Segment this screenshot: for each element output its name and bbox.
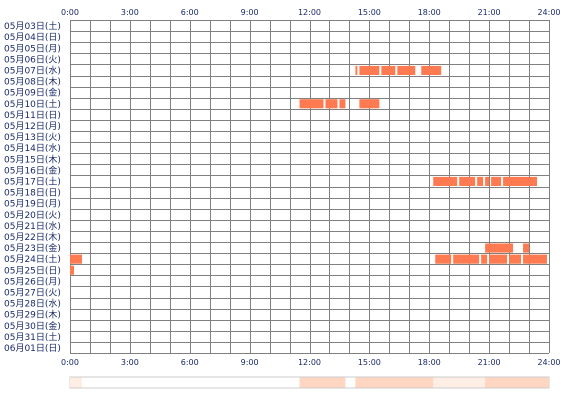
- activity-bar: [485, 176, 490, 186]
- date-row-label: 05月22日(木): [4, 231, 61, 243]
- activity-bar: [509, 254, 522, 264]
- date-row-label: 05月17日(土): [4, 176, 61, 188]
- date-row-label: 05月30日(金): [4, 320, 61, 332]
- activity-bar: [70, 254, 82, 264]
- summary-band: [355, 377, 442, 388]
- bottom-tick-label: 0:00: [61, 358, 79, 367]
- summary-band: [70, 377, 82, 388]
- date-row-label: 05月31日(土): [4, 331, 61, 343]
- bottom-tick-label: 24:00: [537, 358, 560, 367]
- summary-strip: [69, 376, 550, 389]
- activity-bar: [485, 243, 514, 253]
- activity-bar: [381, 65, 396, 75]
- date-row-label: 05月14日(水): [4, 142, 61, 154]
- grid-background: [70, 20, 549, 353]
- top-tick-label: 9:00: [241, 8, 259, 17]
- bottom-tick-label: 15:00: [358, 358, 381, 367]
- bottom-tick-label: 3:00: [121, 358, 139, 367]
- date-row-label: 05月13日(火): [4, 132, 61, 143]
- top-tick-label: 6:00: [181, 8, 199, 17]
- bottom-time-axis: 0:00 3:00 6:00 9:00 12:00 15:00 18:00 21:00 24:0…: [61, 358, 561, 367]
- top-tick-label: 24:00: [537, 8, 560, 17]
- top-tick-label: 3:00: [121, 8, 139, 17]
- date-row-label: 05月27日(火): [4, 288, 61, 299]
- activity-bar: [397, 65, 416, 75]
- activity-bar: [523, 254, 548, 264]
- activity-bar: [481, 254, 488, 264]
- activity-bar: [523, 243, 530, 253]
- date-row-label: 05月06日(火): [4, 54, 61, 65]
- activity-bar: [491, 176, 502, 186]
- date-row-label: 05月16日(金): [4, 164, 61, 176]
- date-labels: 05月03日(土)05月04日(日)05月05日(月)05月06日(火)05月0…: [4, 20, 61, 354]
- date-row-label: 05月07日(水): [4, 65, 61, 77]
- date-row-label: 05月11日(日): [4, 110, 61, 121]
- top-tick-label: 12:00: [298, 8, 321, 17]
- top-tick-label: 21:00: [478, 8, 501, 17]
- activity-bar: [359, 65, 380, 75]
- top-tick-label: 18:00: [418, 8, 441, 17]
- activity-bar: [459, 176, 476, 186]
- date-row-label: 05月29日(木): [4, 309, 61, 321]
- date-row-label: 05月10日(土): [4, 98, 61, 110]
- activity-bar: [421, 65, 442, 75]
- date-row-label: 05月15日(木): [4, 153, 61, 165]
- activity-bar: [339, 99, 346, 109]
- activity-bar: [477, 176, 484, 186]
- activity-bar: [489, 254, 508, 264]
- activity-bar: [503, 176, 538, 186]
- activity-bar: [325, 99, 338, 109]
- bottom-tick-label: 21:00: [478, 358, 501, 367]
- date-row-label: 05月24日(土): [4, 253, 61, 265]
- activity-bar: [355, 65, 358, 75]
- top-time-axis: 0:00 3:00 6:00 9:00 12:00 15:00 18:00 21:00 24:0…: [61, 8, 561, 17]
- activity-bar: [299, 99, 324, 109]
- activity-bars: [70, 65, 548, 275]
- summary-band: [485, 377, 549, 388]
- date-row-label: 05月12日(月): [4, 121, 61, 132]
- bottom-tick-label: 9:00: [241, 358, 259, 367]
- date-row-label: 05月26日(月): [4, 276, 61, 287]
- date-row-label: 05月03日(土): [4, 20, 61, 32]
- date-row-label: 05月20日(火): [4, 210, 61, 221]
- date-row-label: 05月21日(水): [4, 220, 61, 232]
- date-row-label: 06月01日(日): [4, 343, 61, 354]
- bottom-tick-label: 12:00: [298, 358, 321, 367]
- top-tick-label: 15:00: [358, 8, 381, 17]
- grid-lines: [70, 20, 550, 354]
- bottom-tick-label: 18:00: [418, 358, 441, 367]
- date-row-label: 05月28日(水): [4, 298, 61, 310]
- activity-bar: [359, 99, 380, 109]
- activity-bar: [70, 265, 74, 275]
- date-row-label: 05月09日(金): [4, 87, 61, 99]
- bottom-tick-label: 6:00: [181, 358, 199, 367]
- date-row-label: 05月18日(日): [4, 188, 61, 199]
- activity-bar: [435, 254, 452, 264]
- date-row-label: 05月23日(金): [4, 242, 61, 254]
- activity-bar: [433, 176, 458, 186]
- top-tick-label: 0:00: [61, 8, 79, 17]
- date-row-label: 05月05日(月): [4, 43, 61, 54]
- summary-band: [299, 377, 346, 388]
- date-row-label: 05月19日(月): [4, 199, 61, 210]
- date-row-label: 05月04日(日): [4, 32, 61, 43]
- summary-band: [433, 377, 490, 388]
- date-row-label: 05月08日(木): [4, 76, 61, 88]
- date-row-label: 05月25日(日): [4, 265, 61, 276]
- activity-bar: [453, 254, 480, 264]
